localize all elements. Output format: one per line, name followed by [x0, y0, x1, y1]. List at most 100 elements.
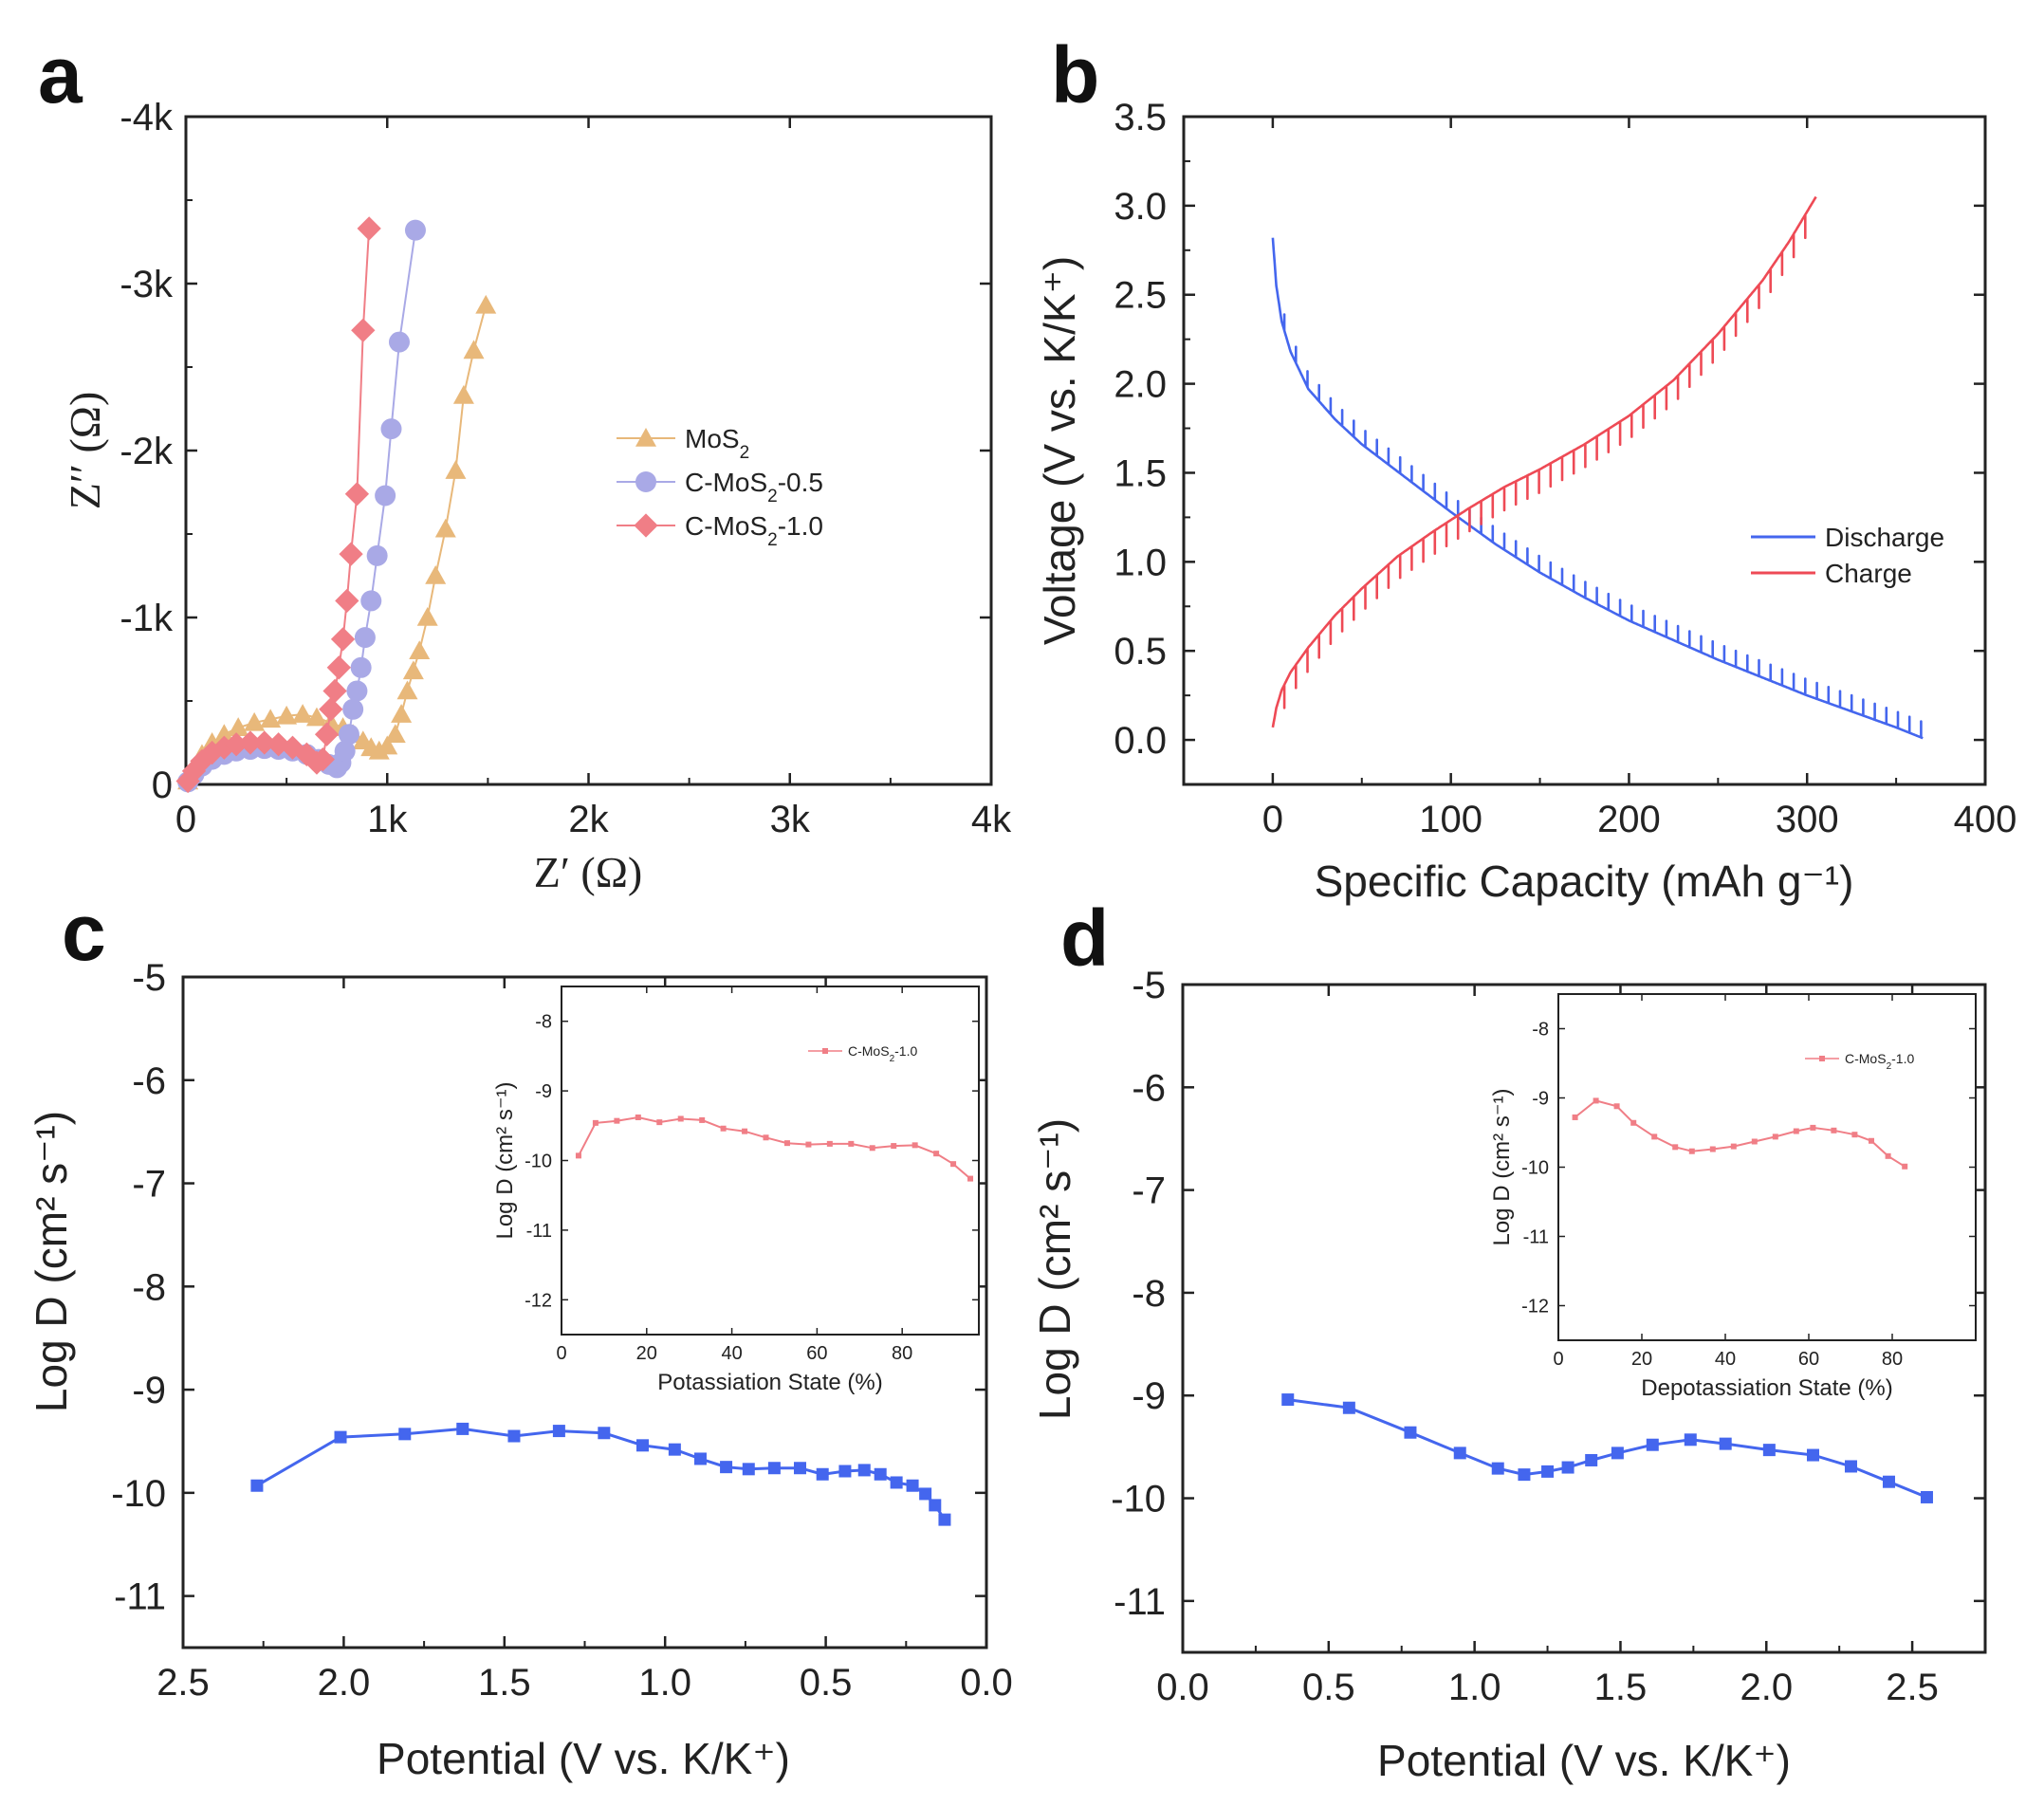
a-data-point [366, 544, 388, 566]
c-data-point [507, 1429, 521, 1443]
b-y-tick-label: 3.5 [1114, 97, 1167, 138]
d-data-point [1453, 1447, 1466, 1460]
a-legend-marker [635, 428, 656, 447]
c-inset-data-point [891, 1143, 897, 1150]
a-x-axis-label: Z′ (Ω) [534, 848, 642, 896]
c-inset-data-point [592, 1119, 598, 1126]
a-data-point [404, 219, 426, 241]
b-series-line-discharge [1271, 237, 1924, 740]
c-data-point [635, 1439, 649, 1452]
a-data-point [396, 680, 418, 700]
c-inset-data-point [805, 1141, 812, 1148]
c-inset-y-tick-label: -11 [526, 1221, 552, 1242]
d-y-tick-label: -10 [1111, 1479, 1166, 1520]
d-data-point [1844, 1460, 1857, 1473]
c-y-tick-label: -8 [132, 1266, 166, 1308]
a-data-point [388, 331, 410, 353]
d-inset-data-point [1730, 1143, 1737, 1150]
a-series-diamond [175, 216, 381, 794]
c-inset-x-tick-label: 0 [556, 1343, 566, 1364]
a-data-point [292, 704, 314, 723]
c-data-point [398, 1428, 412, 1441]
a-x-tick-label: 3k [770, 799, 811, 840]
c-inset-data-point [912, 1142, 918, 1149]
chart-panel-d: 0.0 0.5 1.0 1.5 2.0 2.5 -5 -6 -7 -8 -9 -10 -11 Potent… [1030, 965, 1987, 1785]
c-inset-data-point [635, 1114, 641, 1120]
c-data-point [793, 1462, 806, 1475]
d-inset-background [1558, 994, 1976, 1340]
c-inset-data-point [699, 1116, 706, 1123]
d-inset-data-point [1709, 1146, 1716, 1152]
b-y-tick-label: 1.0 [1114, 542, 1167, 583]
c-y-tick-label: -10 [111, 1473, 166, 1515]
d-inset-y-axis-label: Log D (cm² s⁻¹) [1489, 1088, 1515, 1245]
panel-label-a: a [38, 30, 83, 120]
b-legend: Discharge Charge [1751, 523, 1944, 588]
d-inset-data-point [1613, 1103, 1620, 1110]
b-plot-frame [1182, 115, 1987, 786]
b-x-tick-label: 200 [1597, 799, 1661, 840]
d-data-point [1541, 1465, 1555, 1478]
c-y-tick-label: -7 [132, 1164, 166, 1206]
b-y-tick-label: 1.5 [1114, 452, 1167, 494]
c-x-tick-label: 1.5 [478, 1662, 531, 1704]
a-data-point [319, 697, 343, 722]
b-x-tick-label: 100 [1419, 799, 1482, 840]
d-data-point [1404, 1426, 1417, 1439]
c-inset-y-axis-label: Log D (cm² s⁻¹) [492, 1081, 518, 1239]
d-y-tick-label: -11 [1114, 1581, 1166, 1623]
a-y-tick-label: -2k [120, 431, 174, 472]
a-data-point [452, 384, 474, 404]
d-series-line [1287, 1398, 1928, 1499]
a-data-point [380, 418, 402, 440]
a-data-point [357, 216, 381, 241]
c-inset-data-point [933, 1151, 940, 1157]
a-data-point [322, 678, 347, 704]
d-inset-data-point [1651, 1133, 1658, 1140]
d-inset-y-tick-label: -12 [1521, 1297, 1549, 1318]
c-x-tick-label: 1.0 [638, 1662, 691, 1704]
d-inset-y-tick-label: -11 [1523, 1227, 1549, 1248]
a-data-point [351, 318, 376, 342]
a-y-tick-label: 0 [152, 765, 173, 806]
c-inset-y-tick-label: -8 [535, 1012, 552, 1033]
d-x-tick-label: 0.0 [1156, 1667, 1209, 1708]
c-inset-data-point [656, 1119, 663, 1126]
b-x-tick-label: 400 [1954, 799, 2017, 840]
a-data-point [335, 588, 359, 614]
d-inset-x-tick-label: 40 [1715, 1349, 1736, 1370]
c-inset-data-point [742, 1128, 748, 1134]
b-legend-entry: Discharge [1825, 523, 1944, 552]
a-data-point [360, 590, 382, 612]
d-data-point [1518, 1468, 1531, 1482]
a-data-point [310, 746, 335, 772]
d-data-point [1719, 1437, 1732, 1450]
c-inset-y-tick-label: -9 [535, 1081, 552, 1102]
c-x-tick-label: 0.5 [800, 1662, 853, 1704]
a-data-point [276, 705, 298, 725]
c-data-point [816, 1467, 829, 1481]
d-inset-y-tick-label: -8 [1532, 1020, 1549, 1041]
a-data-point [339, 542, 363, 566]
b-x-tick-label: 0 [1262, 799, 1283, 840]
c-y-tick-label: -11 [114, 1576, 166, 1618]
d-inset-data-point [1772, 1133, 1778, 1140]
a-legend-marker [634, 513, 658, 538]
c-inset-y-tick-label: -12 [525, 1290, 552, 1311]
c-inset-x-tick-label: 20 [636, 1343, 657, 1364]
c-data-point [906, 1479, 919, 1492]
c-data-point [767, 1462, 781, 1475]
c-x-tick-label: 0.0 [960, 1662, 1013, 1704]
b-series-line-charge [1271, 195, 1817, 728]
d-inset-x-tick-label: 60 [1798, 1349, 1819, 1370]
a-data-point [334, 740, 356, 762]
d-data-point [1491, 1462, 1504, 1475]
d-x-tick-label: 2.5 [1886, 1667, 1939, 1708]
a-data-point [350, 656, 372, 678]
a-data-point [213, 724, 235, 743]
c-y-tick-label: -6 [132, 1060, 166, 1102]
a-data-point [252, 730, 277, 755]
b-y-tick-label: 2.0 [1114, 364, 1167, 406]
d-inset-data-point [1851, 1132, 1858, 1138]
